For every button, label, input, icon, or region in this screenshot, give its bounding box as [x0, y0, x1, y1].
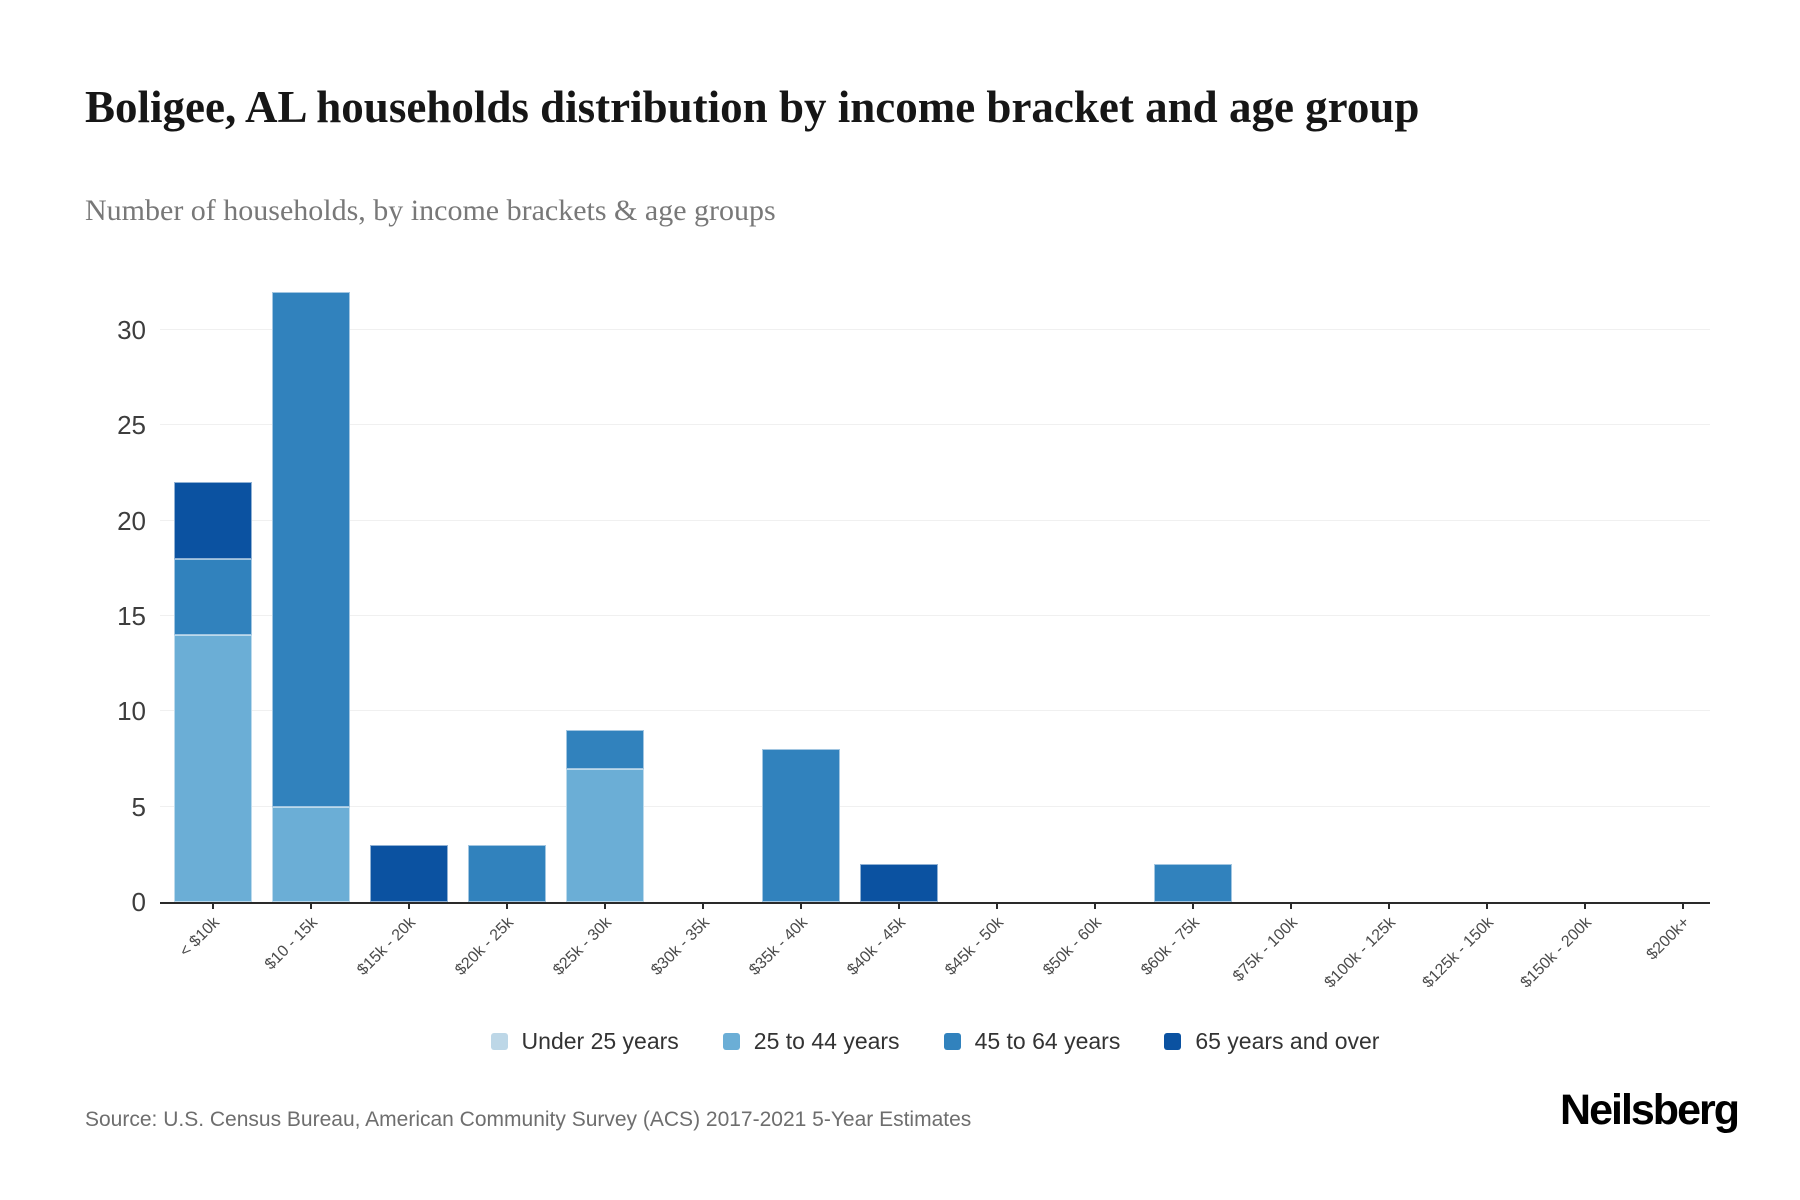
x-axis-tick [1682, 902, 1684, 909]
x-axis-tick [1192, 902, 1194, 909]
x-axis-tick [800, 902, 802, 909]
legend: Under 25 years 25 to 44 years 45 to 64 yea… [160, 1028, 1710, 1055]
chart-title: Boligee, AL households distribution by i… [85, 82, 1420, 133]
legend-label: 65 years and over [1195, 1028, 1380, 1054]
legend-item[interactable]: Under 25 years [490, 1028, 679, 1055]
y-axis-label: 0 [131, 887, 146, 917]
x-axis-tick [408, 902, 410, 909]
bar-segment[interactable] [272, 291, 350, 807]
legend-label: 25 to 44 years [753, 1028, 900, 1054]
legend-swatch-icon [1164, 1033, 1182, 1050]
legend-item[interactable]: 65 years and over [1164, 1028, 1379, 1055]
bar-segment[interactable] [762, 749, 840, 902]
legend-swatch-icon [722, 1033, 740, 1050]
x-axis-tick [702, 902, 704, 909]
legend-swatch-icon [490, 1033, 508, 1050]
bar-segment[interactable] [174, 635, 252, 902]
source-text: Source: U.S. Census Bureau, American Com… [85, 1108, 972, 1131]
x-axis-tick [1486, 902, 1488, 909]
y-axis-label: 20 [117, 505, 146, 536]
y-axis-label: 25 [117, 410, 146, 441]
gridline-y-15 [160, 614, 1710, 616]
x-axis-tick [1388, 902, 1390, 909]
bar-segment[interactable] [174, 558, 252, 636]
x-axis-tick [1584, 902, 1586, 909]
y-axis-label: 10 [117, 696, 146, 727]
bar-segment[interactable] [272, 806, 350, 902]
x-axis-tick [996, 902, 998, 909]
gridline-y-5 [160, 805, 1710, 807]
plot-area: 0 5 10 15 20 25 30 < $10k $10 - 15k $15k - 20k $20… [117, 270, 1710, 991]
x-axis-tick [1094, 902, 1096, 909]
x-axis-line [160, 902, 1710, 904]
bar-segment[interactable] [566, 730, 644, 769]
x-axis-tick [898, 902, 900, 909]
chart-subtitle: Number of households, by income brackets… [85, 194, 776, 227]
bar-segment[interactable] [370, 844, 448, 902]
legend-label: Under 25 years [521, 1028, 679, 1054]
legend-swatch-icon [943, 1033, 961, 1050]
x-axis-tick [310, 902, 312, 909]
y-axis-label: 15 [117, 600, 146, 631]
y-axis-label: 5 [131, 791, 146, 822]
gridline-y-10 [160, 710, 1710, 712]
legend-item[interactable]: 25 to 44 years [722, 1028, 900, 1055]
bar-segment[interactable] [566, 768, 644, 902]
gridline-y-20 [160, 519, 1710, 521]
legend-item[interactable]: 45 to 64 years [943, 1028, 1121, 1055]
x-axis-tick [604, 902, 606, 909]
x-axis-tick [212, 902, 214, 909]
y-axis-label: 30 [117, 314, 146, 345]
bar-segment[interactable] [174, 482, 252, 559]
bar-segment[interactable] [1154, 863, 1232, 902]
gridline-y-25 [160, 424, 1710, 426]
brand-logo: Neilsberg [1560, 1086, 1740, 1134]
legend-label: 45 to 64 years [974, 1028, 1121, 1054]
bar-segment[interactable] [860, 863, 938, 902]
x-axis-tick [506, 902, 508, 909]
x-axis-tick [1290, 902, 1292, 909]
gridline-y-30 [160, 328, 1710, 330]
bar-segment[interactable] [468, 844, 546, 902]
